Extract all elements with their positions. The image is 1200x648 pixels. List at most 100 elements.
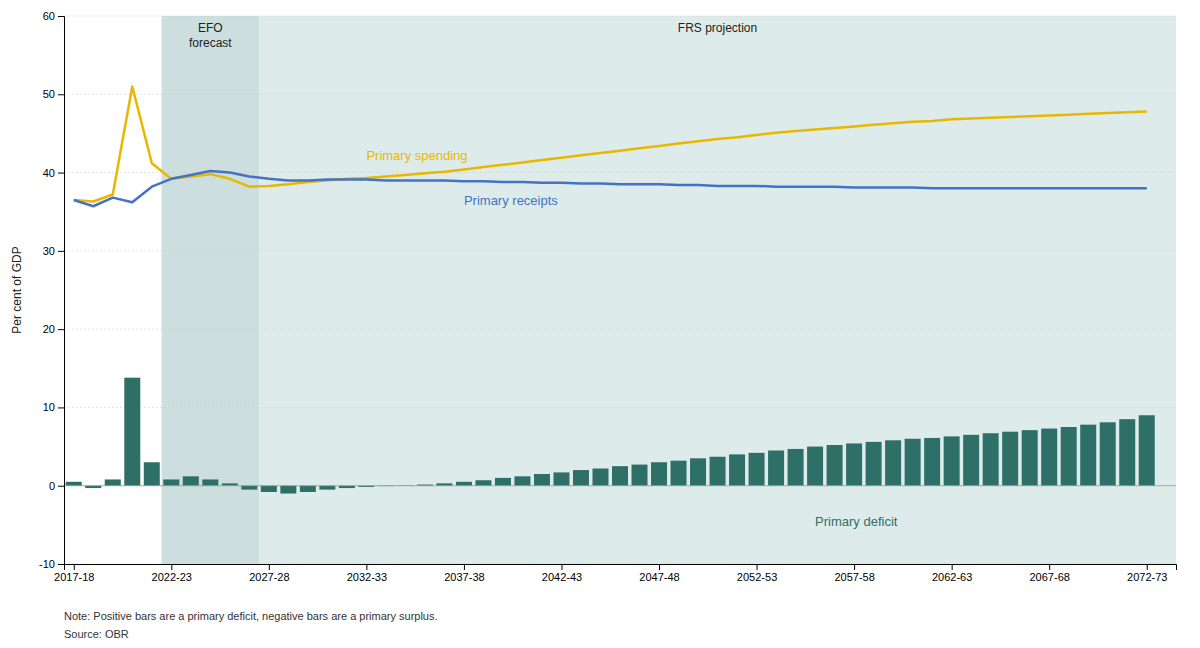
x-axis: 2017-182022-232027-282032-332037-382042-… [54, 564, 1176, 583]
x-tick: 2072-73 [1127, 564, 1167, 583]
bar [846, 443, 862, 485]
x-tick: 2062-63 [932, 564, 972, 583]
x-tick-label: 2047-48 [639, 571, 679, 583]
y-tick: 20 [43, 323, 64, 335]
x-tick-mark [757, 564, 758, 570]
y-axis: -10 0 10 20 30 40 50 60 [39, 10, 64, 570]
bar [963, 435, 979, 486]
x-tick-label: 2017-18 [54, 571, 94, 583]
grid-line [64, 329, 1176, 330]
y-tick: 30 [43, 245, 64, 257]
y-tick-mark [58, 94, 64, 95]
x-tick-mark [74, 564, 75, 570]
x-tick-label: 2027-28 [249, 571, 289, 583]
x-tick: 2057-58 [834, 564, 874, 583]
grid-line [64, 485, 1176, 486]
bar [905, 439, 921, 486]
x-tick-mark [952, 564, 953, 570]
x-tick-mark [1147, 564, 1148, 570]
y-tick-mark [58, 407, 64, 408]
bar [983, 433, 999, 485]
grid-line [64, 16, 1176, 17]
bar [534, 474, 550, 486]
y-axis-line [58, 17, 65, 565]
grid-line [64, 94, 1176, 95]
bar [612, 466, 628, 486]
span-region [162, 16, 260, 564]
bar [300, 486, 316, 492]
bar [632, 465, 648, 486]
bar [1041, 429, 1057, 486]
bar-series [66, 378, 1155, 494]
bar [885, 440, 901, 485]
bar [1002, 432, 1018, 486]
bar [573, 470, 589, 486]
bar [144, 462, 160, 485]
span-label: FRS projection [678, 21, 757, 35]
bar [1080, 425, 1096, 486]
y-tick: 50 [43, 88, 64, 100]
bar [163, 479, 179, 485]
bar [690, 458, 706, 485]
bar [788, 449, 804, 486]
y-tick-label: 20 [43, 323, 55, 335]
x-tick-mark [464, 564, 465, 570]
bar [280, 486, 296, 494]
y-tick-label: -10 [39, 558, 55, 570]
y-tick-label: 10 [43, 401, 55, 413]
x-tick: 2037-38 [444, 564, 484, 583]
bar [1119, 419, 1135, 486]
source: Source: OBR [64, 628, 129, 640]
x-tick-mark [366, 564, 367, 570]
bar [827, 445, 843, 486]
x-tick: 2042-43 [542, 564, 582, 583]
bar [514, 476, 530, 485]
series-label: Primary deficit [815, 514, 898, 529]
spans [162, 16, 1176, 564]
x-tick: 2027-28 [249, 564, 289, 583]
bar [710, 457, 726, 486]
x-tick-mark [561, 564, 562, 570]
bar [866, 442, 882, 486]
x-tick: 2052-53 [737, 564, 777, 583]
bar [105, 479, 121, 485]
x-tick-mark [269, 564, 270, 570]
y-tick: 60 [43, 10, 64, 22]
y-tick-label: 60 [43, 10, 55, 22]
span-label-line: FRS projection [678, 21, 757, 35]
y-tick-mark [58, 486, 64, 487]
x-tick: 2017-18 [54, 564, 94, 583]
zero-line [64, 485, 1176, 486]
bar [768, 450, 784, 485]
span-region [259, 16, 1176, 564]
y-tick-label: 40 [43, 167, 55, 179]
bar [183, 476, 199, 485]
y-tick-label: 0 [49, 480, 55, 492]
y-tick-label: 50 [43, 88, 55, 100]
y-tick: -10 [39, 558, 64, 570]
bar [592, 468, 608, 485]
span-label-line: EFO [198, 21, 223, 35]
y-tick-mark [58, 173, 64, 174]
span-label: EFOforecast [189, 21, 232, 50]
y-tick: 0 [49, 480, 64, 492]
bar [1061, 427, 1077, 486]
y-tick: 10 [43, 401, 64, 413]
bar [749, 453, 765, 486]
bar [475, 480, 491, 485]
series-label: Primary receipts [464, 193, 558, 208]
bar [1022, 430, 1038, 486]
x-tick-label: 2057-58 [834, 571, 874, 583]
bar [1139, 415, 1155, 485]
bar [456, 482, 472, 486]
grid-line [64, 250, 1176, 251]
x-tick-label: 2037-38 [444, 571, 484, 583]
y-axis-title: Per cent of GDP [10, 246, 24, 333]
x-tick-label: 2067-68 [1030, 571, 1070, 583]
chart: 2017-182022-232027-282032-332037-382042-… [0, 0, 1200, 648]
bar [924, 438, 940, 486]
bar [261, 486, 277, 492]
y-tick-mark [58, 564, 64, 565]
x-tick-mark [1049, 564, 1050, 570]
grid-line [64, 407, 1176, 408]
